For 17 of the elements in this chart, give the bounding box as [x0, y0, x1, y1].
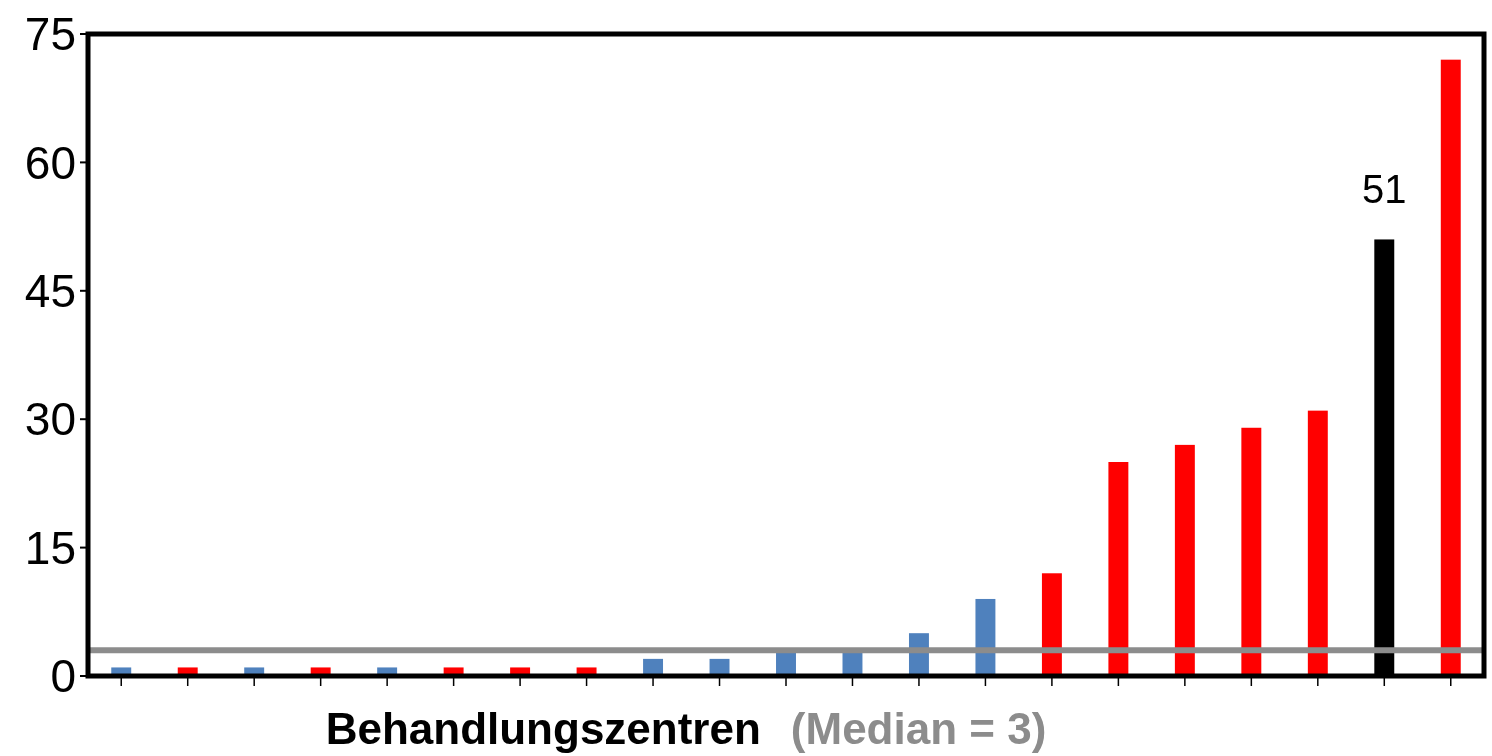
y-tick-label: 75 [24, 8, 76, 61]
x-axis-title: Behandlungszentren [325, 704, 761, 753]
y-tick-label: 30 [24, 393, 76, 446]
ref-line-label: (Median = 3) [790, 704, 1047, 753]
data-label: 51 [1362, 167, 1407, 212]
bar [1108, 462, 1129, 676]
bar [1307, 410, 1328, 676]
bar [975, 598, 996, 676]
bar [1241, 427, 1262, 676]
y-tick-label: 0 [50, 650, 76, 703]
bar [1440, 59, 1461, 676]
y-tick-label: 45 [24, 264, 76, 317]
bar [1041, 573, 1062, 676]
y-tick-label: 15 [24, 521, 76, 574]
bar [1174, 444, 1195, 676]
y-tick-label: 60 [24, 136, 76, 189]
bar [1374, 239, 1395, 676]
